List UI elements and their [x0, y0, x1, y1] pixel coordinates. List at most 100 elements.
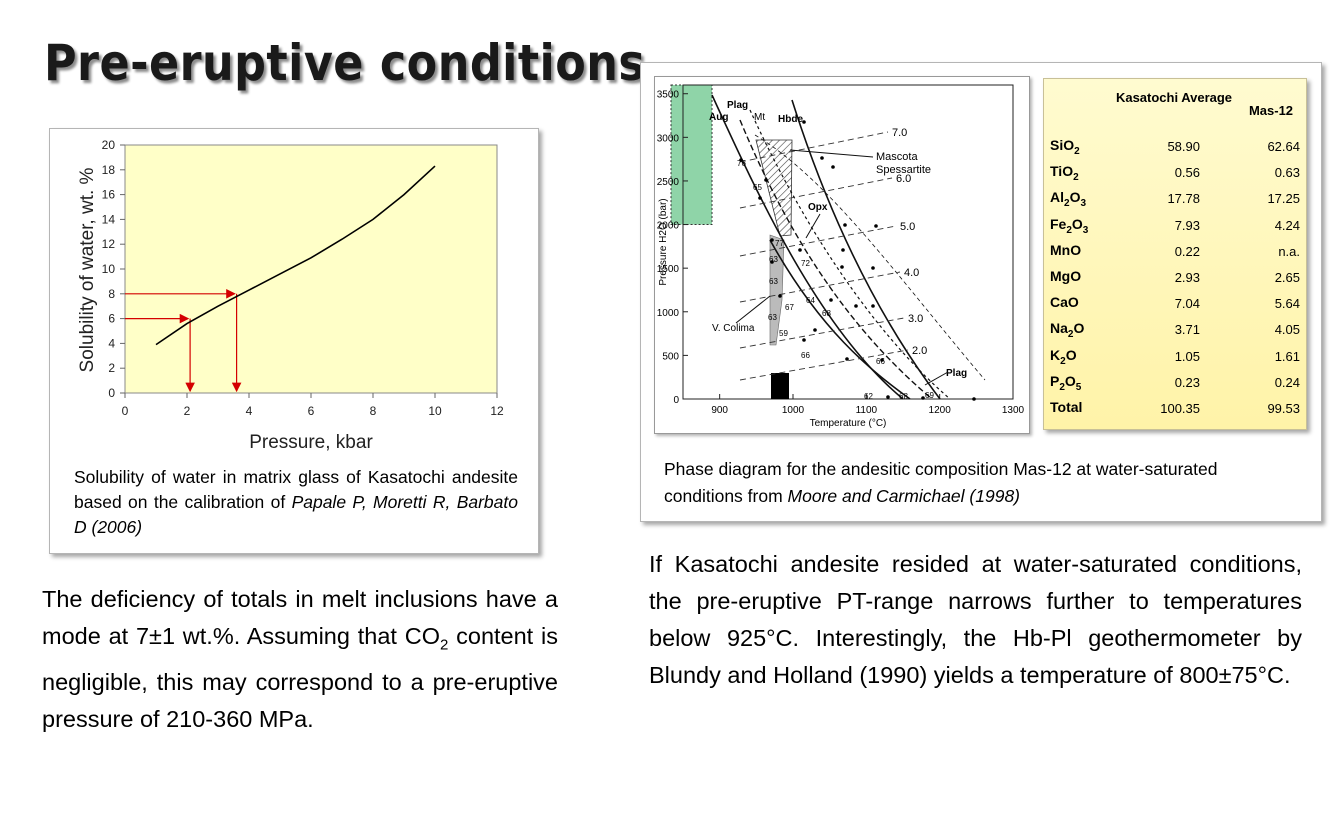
- oxide-label: Al2O3: [1050, 189, 1087, 210]
- kasatochi-value: 7.93: [1174, 217, 1200, 233]
- phase-label: Aug: [709, 112, 728, 123]
- isopleth-label: 2.0: [912, 345, 927, 357]
- kasatochi-value: 100.35: [1160, 401, 1200, 416]
- table-row: MgO 2.93 2.65: [1044, 268, 1306, 294]
- isopleth-line: [739, 317, 905, 349]
- data-point: [845, 357, 849, 361]
- x-tick-label: 900: [711, 405, 728, 416]
- table-row: Na2O 3.71 4.05: [1044, 320, 1306, 346]
- data-point: [739, 158, 743, 162]
- y-tick-label: 2000: [657, 221, 680, 232]
- x-tick-label: 12: [490, 404, 504, 418]
- table-row: Fe2O3 7.93 4.24: [1044, 216, 1306, 242]
- data-point: [758, 196, 762, 200]
- kasatochi-value: 2.93: [1174, 270, 1200, 285]
- x-tick-label: 6: [308, 404, 315, 418]
- y-tick-label: 14: [102, 212, 116, 226]
- phase-label: V. Colima: [712, 323, 755, 334]
- data-point: [813, 328, 817, 332]
- data-point: [831, 165, 835, 169]
- isopleth-line: [739, 131, 889, 163]
- left-body-text: The deficiency of totals in melt inclusi…: [42, 581, 558, 738]
- phase-label: Mt: [754, 112, 765, 123]
- body-text-content: If Kasatochi andesite resided at water-s…: [649, 551, 1302, 688]
- table-row: P2O5 0.23 0.24: [1044, 373, 1306, 399]
- table-row: MnO 0.22 n.a.: [1044, 242, 1306, 268]
- y-tick-label: 20: [102, 138, 116, 152]
- leader-line: [789, 149, 874, 158]
- phase-boundary-curve: [754, 134, 986, 381]
- y-tick-label: 18: [102, 163, 116, 177]
- co2-subscript: 2: [439, 636, 449, 654]
- point-label: 76: [737, 159, 746, 168]
- phase-boundary-curve: [749, 109, 951, 400]
- phase-label: Plag: [946, 368, 967, 379]
- leader-line: [735, 295, 771, 324]
- highlight-band: [670, 84, 713, 226]
- y-tick-label: 2: [108, 361, 115, 375]
- isopleth-label: 7.0: [892, 127, 907, 139]
- y-tick-label: 4: [108, 336, 115, 350]
- isopleth-line: [739, 177, 893, 209]
- header-kasatochi: Kasatochi Average: [1115, 90, 1233, 105]
- phase-diagram-frame: [654, 76, 1030, 434]
- table-row: SiO2 58.90 62.64: [1044, 137, 1306, 163]
- oxide-label: MgO: [1050, 268, 1082, 284]
- data-point: [770, 260, 774, 264]
- x-axis-label: Pressure, kbar: [249, 432, 373, 453]
- mas12-value: 1.61: [1274, 348, 1300, 364]
- point-label: 77: [775, 239, 784, 248]
- phase-boundary-curve: [791, 99, 941, 400]
- isopleth-line: [739, 349, 909, 381]
- data-point: [841, 248, 845, 252]
- mas12-value: n.a.: [1278, 243, 1300, 259]
- table-row: Total 100.35 99.53: [1044, 399, 1306, 425]
- x-tick-label: 1200: [929, 405, 952, 416]
- oxide-label: Total: [1050, 399, 1083, 415]
- isopleth-label: 4.0: [904, 267, 919, 279]
- y-tick-label: 6: [108, 312, 115, 326]
- body-text-part: The deficiency of totals in melt inclusi…: [42, 586, 558, 649]
- body-text-part: content is negligible, this may correspo…: [42, 623, 558, 732]
- y-tick-label: 16: [102, 188, 116, 202]
- oxide-label: Na2O: [1050, 320, 1085, 341]
- point-label: 63: [769, 255, 778, 264]
- header-mas12: Mas-12: [1248, 103, 1294, 118]
- point-label: 63: [768, 313, 777, 322]
- phase-label: Opx: [808, 202, 828, 213]
- kasatochi-value: 7.04: [1174, 296, 1200, 312]
- caption-text: Solubility of water in matrix glass of K…: [74, 467, 518, 512]
- isopleth-label: 6.0: [896, 173, 911, 185]
- point-label: 67: [785, 303, 794, 312]
- oxide-label: Fe2O3: [1050, 215, 1089, 236]
- y-tick-label: 2500: [657, 177, 680, 188]
- y-tick-label: 500: [662, 351, 679, 362]
- data-point: [874, 224, 878, 228]
- data-point: [764, 178, 768, 182]
- point-label: 69: [925, 391, 934, 400]
- point-label: 65: [753, 183, 762, 192]
- data-point: [798, 248, 802, 252]
- data-point: [886, 395, 890, 399]
- oxide-label: CaO: [1050, 294, 1079, 311]
- y-tick-label: 1000: [657, 308, 680, 319]
- caption-citation: Papale P, Moretti R, Barbato D (2006): [74, 492, 518, 537]
- mas12-value: 62.64: [1267, 139, 1300, 154]
- isopleth-line: [739, 271, 901, 303]
- data-point: [840, 265, 844, 269]
- y-tick-label: 0: [673, 395, 679, 406]
- mas12-value: 0.63: [1274, 165, 1300, 181]
- oxide-label: MnO: [1050, 241, 1082, 258]
- phase-label: Hbde: [778, 114, 803, 125]
- kasatochi-value: 0.22: [1174, 243, 1200, 259]
- y-tick-label: 1500: [657, 264, 680, 275]
- data-point: [820, 156, 824, 160]
- right-body-text: If Kasatochi andesite resided at water-s…: [649, 546, 1302, 694]
- table-row: TiO2 0.56 0.63: [1044, 163, 1306, 189]
- phase-diagram-caption: Phase diagram for the andesitic composit…: [664, 456, 1294, 510]
- x-axis-label: Temperature (°C): [810, 418, 887, 429]
- solubility-line: [155, 165, 436, 346]
- y-tick-label: 10: [102, 262, 116, 276]
- data-point: [770, 238, 774, 242]
